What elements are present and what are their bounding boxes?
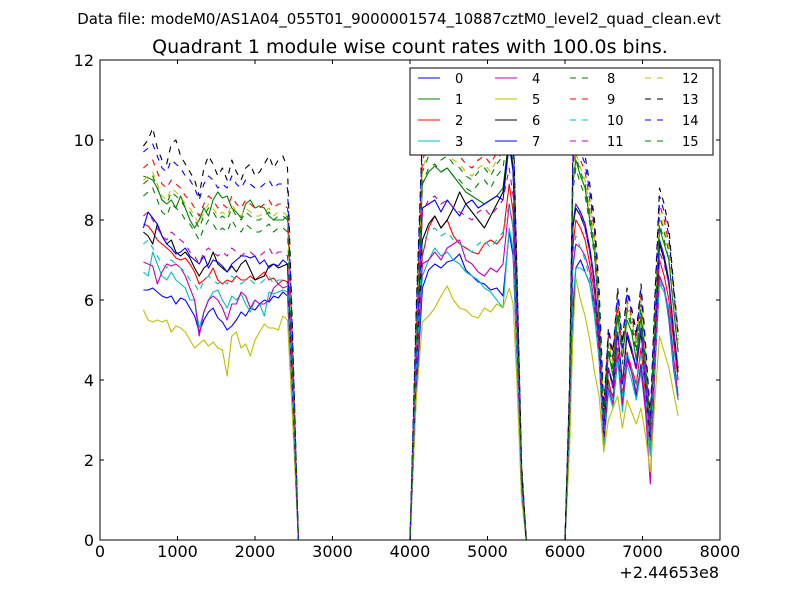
y-tick-label: 0: [84, 531, 94, 550]
series-line-1: [143, 135, 679, 540]
series-line-7: [142, 143, 679, 540]
x-tick-label: 2000: [235, 542, 276, 561]
y-tick-label: 6: [84, 291, 94, 310]
legend-label-1: 1: [455, 93, 463, 108]
y-tick-label: 4: [84, 371, 94, 390]
legend-label-6: 6: [532, 114, 540, 129]
legend-label-12: 12: [682, 72, 699, 87]
series-line-3: [143, 227, 679, 540]
series-line-15: [143, 123, 679, 540]
legend-label-9: 9: [607, 93, 615, 108]
series-line-5: [142, 277, 679, 540]
x-tick-label: 0: [95, 542, 105, 561]
figure-suptitle: Data file: modeM0/AS1A04_055T01_90000015…: [77, 10, 721, 29]
x-tick-label: 4000: [390, 542, 431, 561]
legend-label-4: 4: [532, 72, 540, 87]
legend-label-13: 13: [682, 93, 699, 108]
legend-label-11: 11: [607, 135, 624, 150]
x-tick-label: 6000: [545, 542, 586, 561]
series-line-11: [143, 167, 679, 540]
series-line-4: [143, 203, 679, 540]
legend-label-5: 5: [532, 93, 540, 108]
series-line-13: [142, 87, 679, 540]
x-tick-label: 3000: [312, 542, 353, 561]
y-tick-label: 10: [74, 131, 94, 150]
legend-label-14: 14: [682, 114, 699, 129]
legend-label-3: 3: [455, 135, 463, 150]
x-offset-label: +2.44653e8: [619, 563, 719, 582]
legend-label-15: 15: [682, 135, 699, 150]
legend-label-10: 10: [607, 114, 624, 129]
x-tick-label: 7000: [622, 542, 663, 561]
chart-title: Quadrant 1 module wise count rates with …: [152, 36, 668, 58]
x-tick-label: 5000: [467, 542, 508, 561]
series-line-10: [143, 203, 679, 540]
legend-label-0: 0: [455, 72, 463, 87]
y-tick-label: 2: [84, 451, 94, 470]
legend-label-8: 8: [607, 72, 615, 87]
y-tick-label: 12: [74, 51, 94, 70]
y-tick-label: 8: [84, 211, 94, 230]
axis-ticks: 0 1000 2000 3000 4000 5000 6000 7000 80000246810…: [74, 51, 741, 561]
series-line-9: [143, 103, 679, 540]
x-tick-label: 8000: [700, 542, 741, 561]
x-tick-label: 1000: [157, 542, 198, 561]
legend-label-7: 7: [532, 135, 540, 150]
legend-label-2: 2: [455, 114, 463, 129]
